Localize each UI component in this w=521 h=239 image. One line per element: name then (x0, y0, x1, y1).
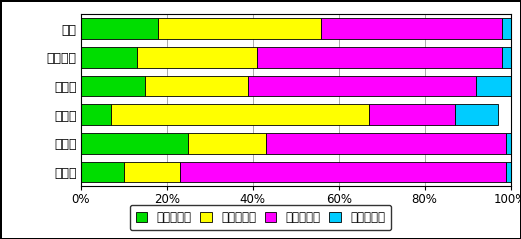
Bar (321, 18, 502, 39)
Bar (81, 133, 188, 154)
Bar (81, 76, 145, 96)
Legend: 飽和脂肪酸, オレイン酸, リノール酸, リノレン酸: 飽和脂肪酸, オレイン酸, リノール酸, リノレン酸 (130, 205, 391, 230)
Bar (188, 133, 266, 154)
Bar (111, 104, 369, 125)
Bar (180, 162, 506, 182)
Bar (145, 76, 249, 96)
Bar (81, 47, 137, 68)
Bar (506, 162, 511, 182)
Bar (502, 18, 511, 39)
Bar (455, 104, 498, 125)
Bar (249, 76, 476, 96)
Bar (137, 47, 257, 68)
Bar (506, 133, 511, 154)
Bar (124, 162, 180, 182)
Bar (266, 133, 506, 154)
Bar (502, 47, 511, 68)
Bar (257, 47, 502, 68)
Bar (476, 76, 511, 96)
Bar (81, 18, 158, 39)
Bar (81, 104, 111, 125)
Bar (158, 18, 321, 39)
Bar (81, 162, 124, 182)
Bar (369, 104, 455, 125)
